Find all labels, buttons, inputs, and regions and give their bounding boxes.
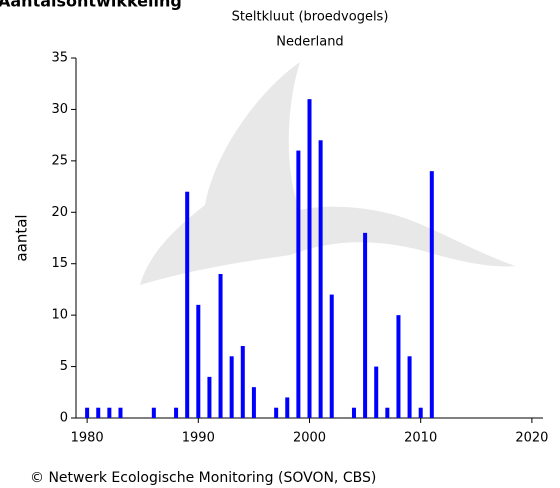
chart: Aantalsontwikkeling Steltkluut (broedvog… bbox=[0, 0, 560, 488]
y-tick-label: 30 bbox=[51, 102, 68, 117]
x-tick-label: 2020 bbox=[515, 431, 548, 446]
bar bbox=[285, 397, 289, 418]
bar bbox=[185, 192, 189, 418]
bar bbox=[252, 387, 256, 418]
bar bbox=[374, 367, 378, 418]
bar bbox=[430, 171, 434, 418]
bar bbox=[230, 356, 234, 418]
bar bbox=[107, 408, 111, 418]
bar bbox=[419, 408, 423, 418]
bar bbox=[174, 408, 178, 418]
bar bbox=[385, 408, 389, 418]
x-tick-label: 2010 bbox=[404, 431, 437, 446]
bar bbox=[207, 377, 211, 418]
bar bbox=[330, 295, 334, 418]
bar bbox=[241, 346, 245, 418]
bar bbox=[396, 315, 400, 418]
bar bbox=[274, 408, 278, 418]
y-tick-label: 15 bbox=[51, 256, 68, 271]
page: {"header": "Aantalsontwikkeling", "chart… bbox=[0, 0, 560, 488]
y-tick-label: 25 bbox=[51, 153, 68, 168]
chart-title: Steltkluut (broedvogels) bbox=[232, 10, 389, 25]
y-tick-label: 20 bbox=[51, 205, 68, 220]
bar bbox=[408, 356, 412, 418]
x-tick-label: 1980 bbox=[71, 431, 104, 446]
y-tick-label: 5 bbox=[60, 359, 68, 374]
bar bbox=[363, 233, 367, 418]
bar bbox=[118, 408, 122, 418]
y-tick-label: 10 bbox=[51, 308, 68, 323]
bird-silhouette bbox=[140, 62, 515, 285]
bar bbox=[219, 274, 223, 418]
bar bbox=[196, 305, 200, 418]
y-axis-label: aantal bbox=[13, 214, 31, 261]
bar bbox=[352, 408, 356, 418]
bar bbox=[152, 408, 156, 418]
bar bbox=[308, 99, 312, 418]
x-tick-label: 1990 bbox=[182, 431, 215, 446]
bar bbox=[296, 151, 300, 418]
x-tick-label: 2000 bbox=[293, 431, 326, 446]
page-heading: Aantalsontwikkeling bbox=[0, 0, 182, 11]
bar bbox=[319, 140, 323, 418]
footer: © Netwerk Ecologische Monitoring (SOVON,… bbox=[30, 470, 376, 486]
y-tick-label: 35 bbox=[51, 51, 68, 66]
bar bbox=[85, 408, 89, 418]
y-tick-label: 0 bbox=[60, 411, 68, 426]
chart-subtitle: Nederland bbox=[276, 35, 343, 50]
bar bbox=[96, 408, 100, 418]
